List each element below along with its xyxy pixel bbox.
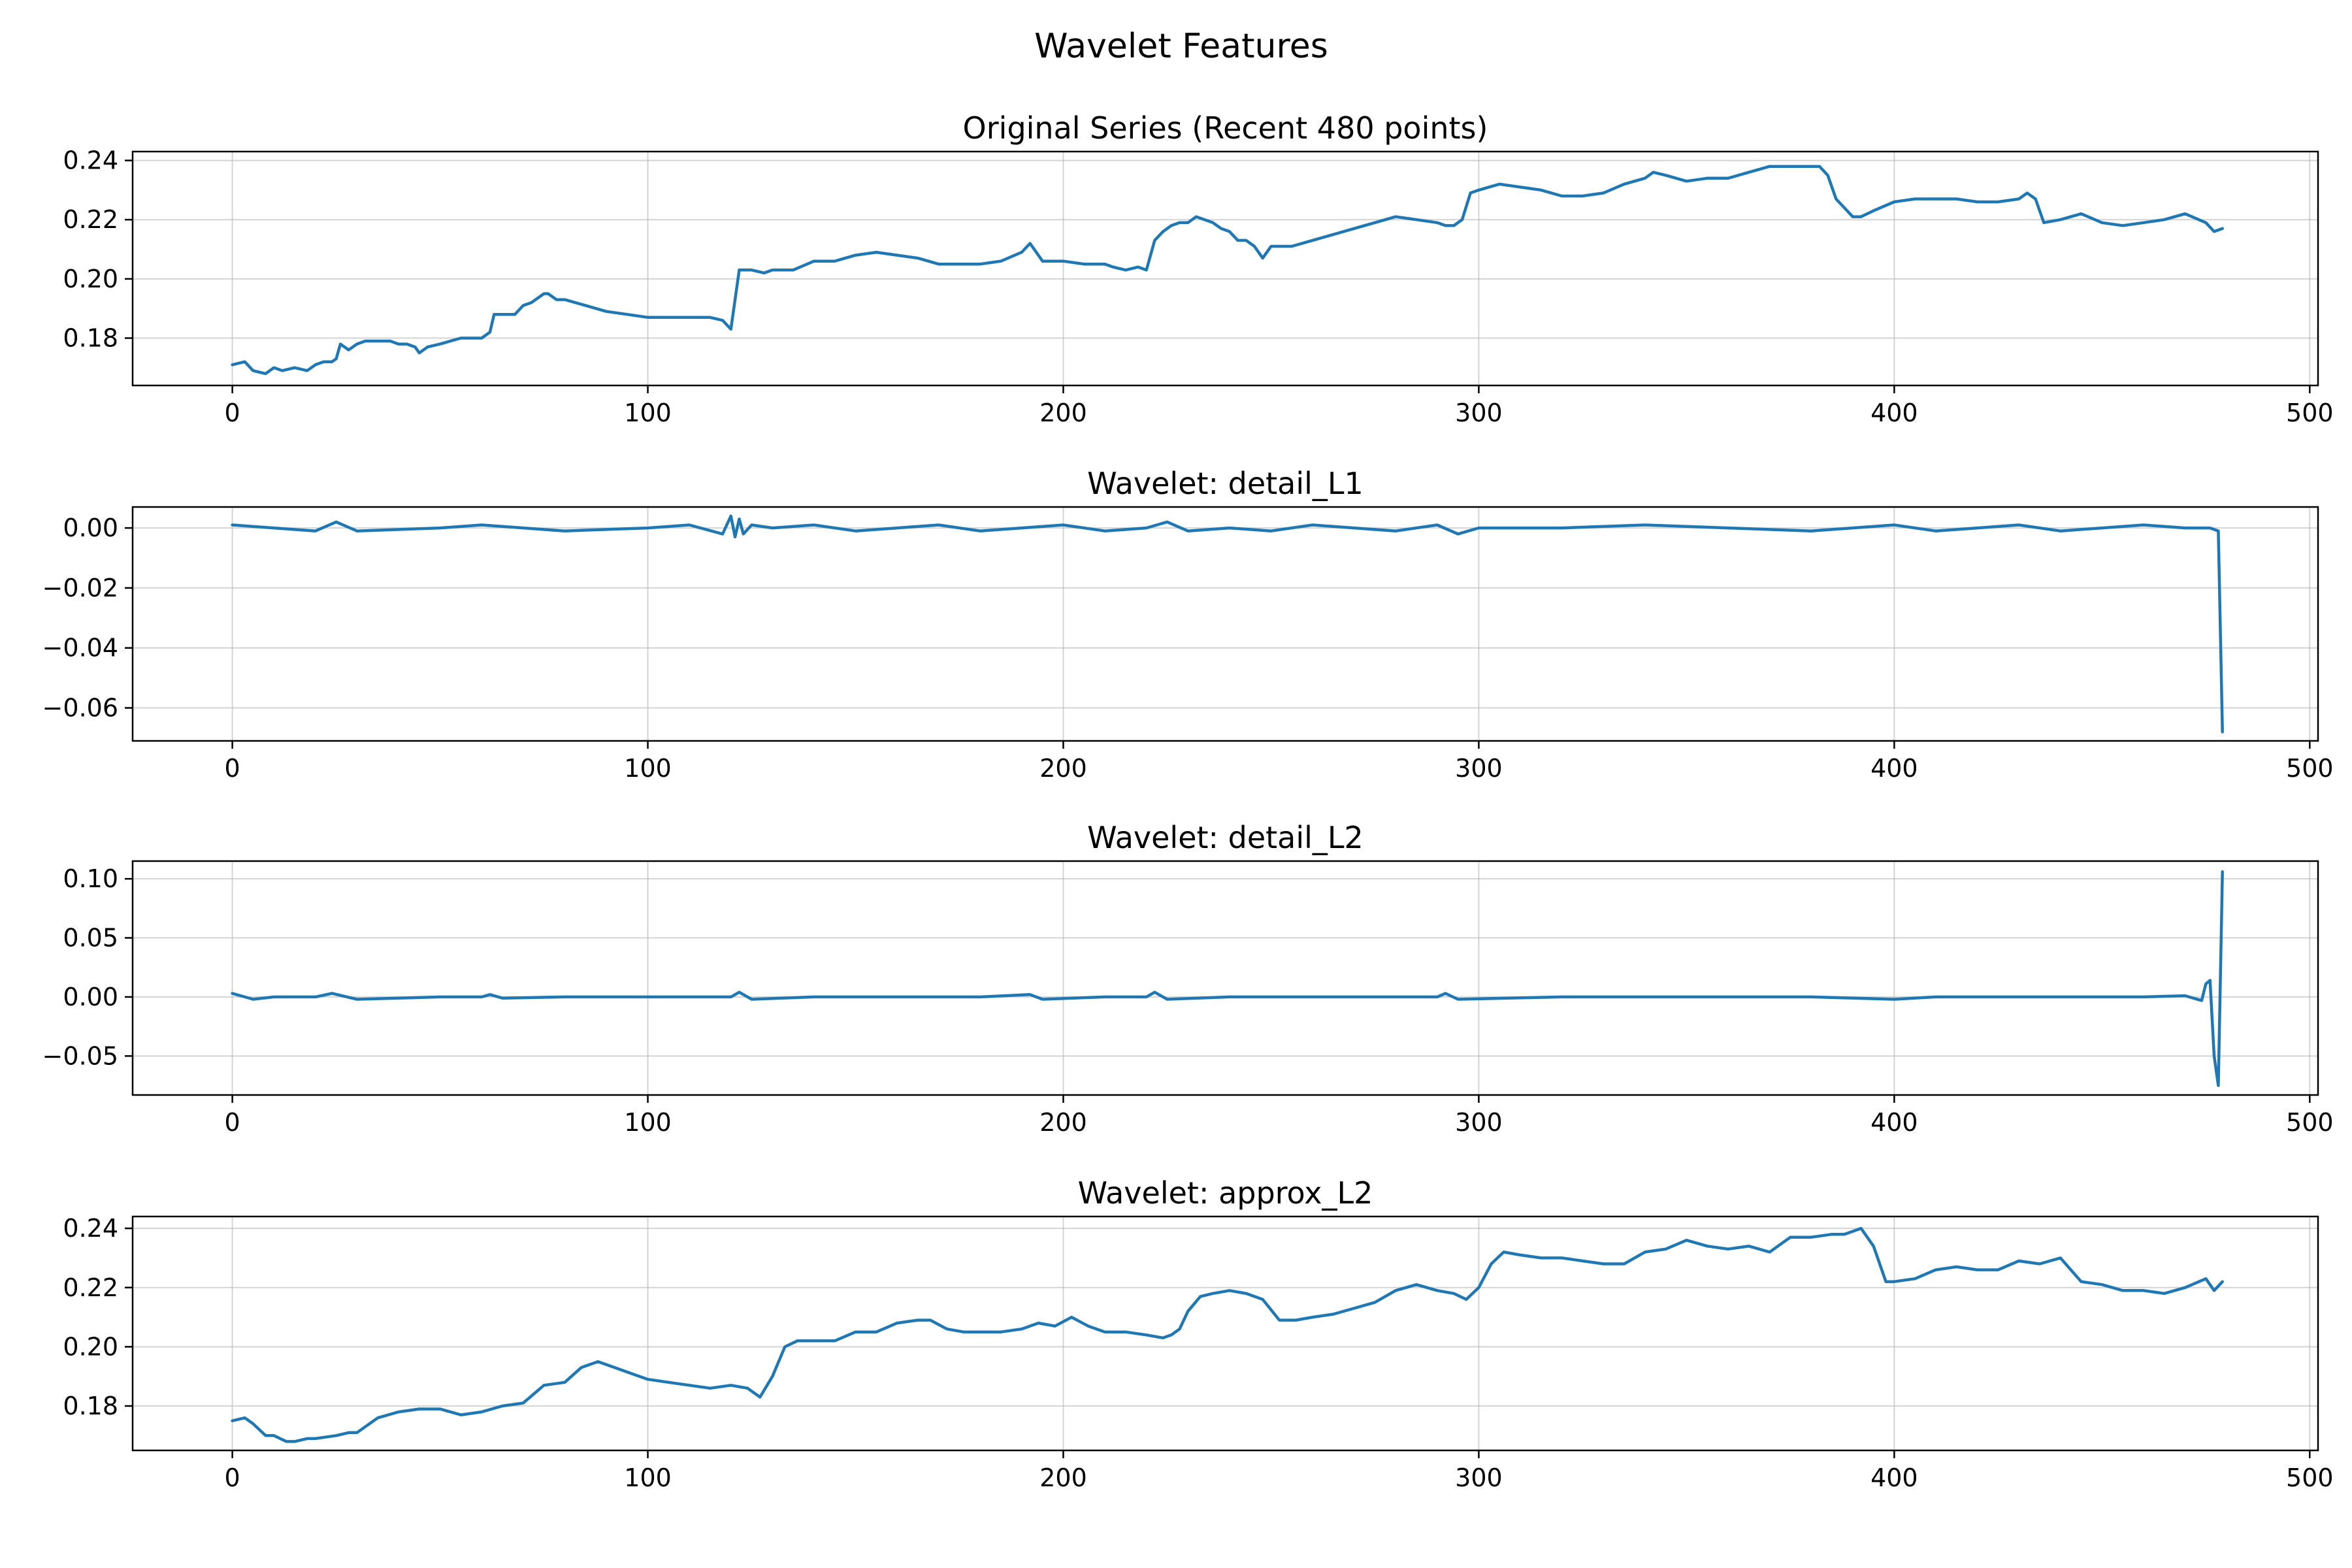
- y-tick-label: 0.24: [63, 146, 118, 175]
- x-tick-label: 300: [1455, 1463, 1503, 1492]
- subplot-title: Wavelet: approx_L2: [1078, 1175, 1373, 1211]
- x-tick-label: 200: [1039, 1463, 1087, 1492]
- y-tick-label: 0.24: [63, 1214, 118, 1243]
- series-line: [231, 165, 2224, 376]
- x-tick-label: 500: [2286, 1108, 2334, 1137]
- y-tick-label: −0.02: [42, 574, 118, 602]
- subplot-title: Original Series (Recent 480 points): [963, 110, 1488, 146]
- x-tick-label: 400: [1870, 1108, 1918, 1137]
- x-tick-label: 100: [624, 1463, 672, 1492]
- y-tick-label: 0.00: [63, 514, 118, 542]
- x-tick-label: 200: [1039, 1108, 1087, 1137]
- series-line: [231, 514, 2224, 734]
- x-tick-label: 100: [624, 754, 672, 783]
- x-tick-label: 0: [225, 754, 240, 783]
- axes-frame: [131, 860, 2319, 1096]
- x-tick-label: 100: [624, 399, 672, 427]
- y-tick-label: 0.10: [63, 864, 118, 893]
- y-tick-label: 0.20: [63, 1332, 118, 1361]
- x-tick-label: 300: [1455, 1108, 1503, 1137]
- y-tick-label: 0.22: [63, 205, 118, 234]
- x-tick-label: 0: [225, 1108, 240, 1137]
- figure-title: Wavelet Features: [1034, 27, 1328, 66]
- x-tick-label: 300: [1455, 754, 1503, 783]
- y-tick-label: −0.06: [42, 694, 118, 723]
- x-tick-label: 200: [1039, 754, 1087, 783]
- axes-frame: [131, 1215, 2319, 1452]
- y-tick-label: −0.05: [42, 1041, 118, 1070]
- subplot-2: 0 100 200 300 400 500 −0.06 −0.04 −0.02 0.00 Wavel…: [42, 466, 2334, 783]
- y-tick-label: 0.05: [63, 924, 118, 953]
- x-tick-label: 100: [624, 1108, 672, 1137]
- y-tick-label: −0.04: [42, 634, 118, 662]
- subplot-4: 0 100 200 300 400 500 0.18 0.20 0.22 0.24 Wavelet:…: [63, 1175, 2333, 1492]
- series-line: [231, 870, 2224, 1087]
- axes-frame: [131, 506, 2319, 742]
- y-tick-label: 0.18: [63, 1392, 118, 1420]
- x-tick-label: 500: [2286, 399, 2334, 427]
- x-tick-label: 500: [2286, 754, 2334, 783]
- y-tick-label: 0.20: [63, 265, 118, 293]
- x-tick-label: 300: [1455, 399, 1503, 427]
- subplot-title: Wavelet: detail_L1: [1087, 466, 1364, 501]
- x-tick-label: 0: [225, 1463, 240, 1492]
- x-tick-label: 500: [2286, 1463, 2334, 1492]
- subplot-1: 0 100 200 300 400 500 0.18 0.20 0.22 0.24 Original…: [63, 110, 2333, 427]
- x-tick-label: 0: [225, 399, 240, 427]
- x-tick-label: 200: [1039, 399, 1087, 427]
- subplots: 0 100 200 300 400 500 0.18 0.20 0.22 0.24 Original…: [42, 110, 2334, 1492]
- y-tick-label: 0.18: [63, 323, 118, 352]
- axes-frame: [131, 150, 2319, 387]
- x-tick-label: 400: [1870, 399, 1918, 427]
- subplot-3: 0 100 200 300 400 500 −0.05 0.00 0.05 0.10 Wavelet…: [42, 820, 2334, 1137]
- x-tick-label: 400: [1870, 754, 1918, 783]
- y-tick-label: 0.22: [63, 1273, 118, 1302]
- y-tick-label: 0.00: [63, 983, 118, 1011]
- x-tick-label: 400: [1870, 1463, 1918, 1492]
- subplot-title: Wavelet: detail_L2: [1087, 820, 1364, 855]
- series-line: [231, 1226, 2224, 1443]
